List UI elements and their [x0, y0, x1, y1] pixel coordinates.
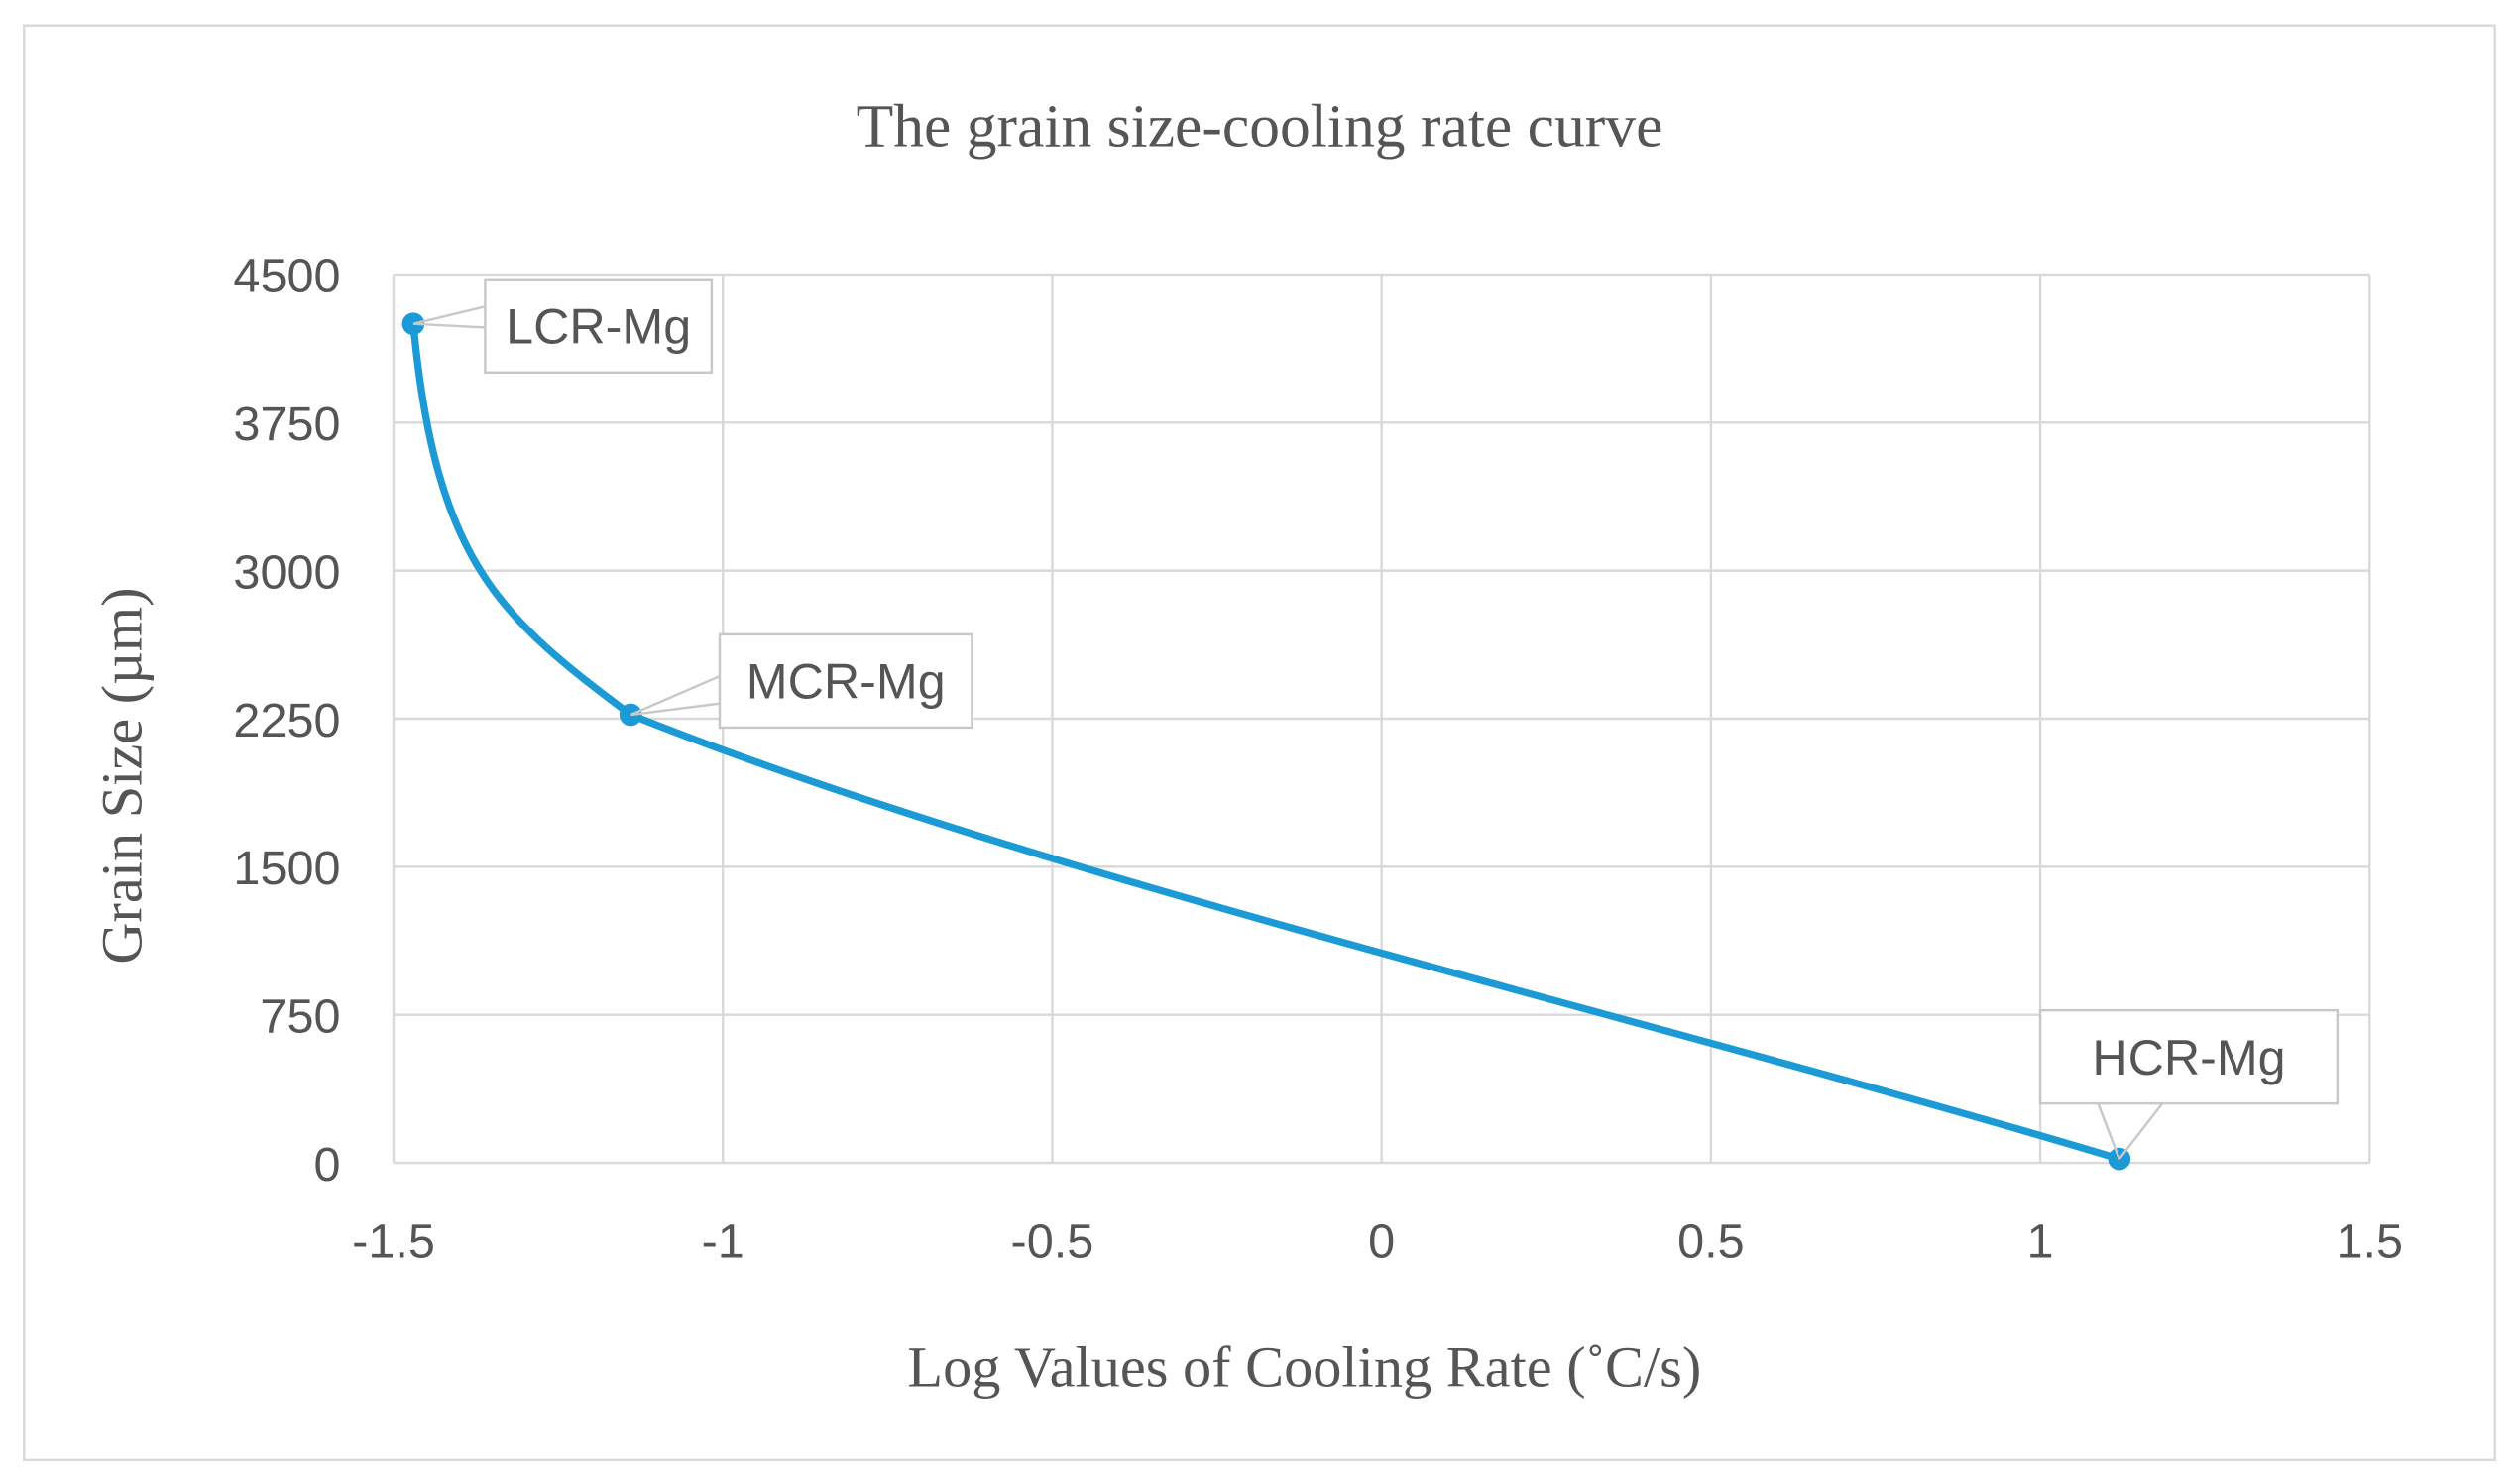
- y-tick-label: 3000: [233, 545, 340, 599]
- y-tick-label: 3750: [233, 398, 340, 451]
- y-tick-label: 4500: [233, 250, 340, 303]
- x-tick-label: 0: [1368, 1215, 1395, 1269]
- y-axis-label: Grain Size (µm): [90, 587, 155, 964]
- x-axis-label: Log Values of Cooling Rate (˚C/s): [907, 1334, 1701, 1399]
- data-label-leader: [2097, 1102, 2164, 1160]
- data-label: MCR-Mg: [746, 654, 946, 710]
- chart-title: The grain size-cooling rate curve: [857, 92, 1663, 160]
- data-label: LCR-Mg: [506, 299, 691, 355]
- x-tick-label: -0.5: [1011, 1215, 1094, 1269]
- x-tick-label: -1: [702, 1215, 744, 1269]
- x-tick-labels: -1.5 -1 -0.5 0 0.5 1 1.5: [352, 1215, 2403, 1269]
- series-line: [409, 320, 2123, 1163]
- x-tick-label: -1.5: [352, 1215, 435, 1269]
- data-labels: LCR-Mg MCR-Mg HCR-Mg: [412, 278, 2340, 1160]
- x-tick-label: 1: [2027, 1215, 2054, 1269]
- data-label-leader: [630, 674, 721, 717]
- y-tick-labels: 0 750 1500 2250 3000 3750 4500: [233, 250, 340, 1192]
- x-tick-label: 1.5: [2337, 1215, 2404, 1269]
- x-tick-label: 0.5: [1677, 1215, 1745, 1269]
- y-tick-label: 2250: [233, 694, 340, 747]
- y-tick-label: 0: [314, 1138, 341, 1192]
- y-tick-label: 750: [260, 990, 340, 1044]
- data-label-leader: [412, 305, 486, 329]
- data-label-box: [484, 278, 714, 374]
- data-label: HCR-Mg: [2092, 1030, 2285, 1085]
- data-label-box: [2038, 1008, 2340, 1105]
- y-tick-label: 1500: [233, 842, 340, 895]
- chart-border: [23, 24, 2496, 1462]
- data-label-box: [718, 632, 973, 730]
